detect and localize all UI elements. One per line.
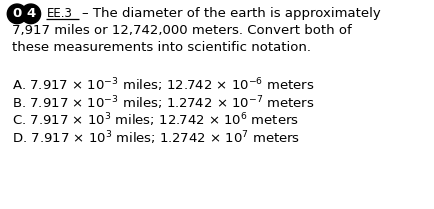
- Text: A. 7.917 $\times$ 10$^{-3}$ miles; 12.742 $\times$ 10$^{-6}$ meters: A. 7.917 $\times$ 10$^{-3}$ miles; 12.74…: [12, 76, 315, 94]
- Text: C. 7.917 $\times$ 10$^{3}$ miles; 12.742 $\times$ 10$^{6}$ meters: C. 7.917 $\times$ 10$^{3}$ miles; 12.742…: [12, 112, 299, 129]
- Text: B. 7.917 $\times$ 10$^{-3}$ miles; 1.2742 $\times$ 10$^{-7}$ meters: B. 7.917 $\times$ 10$^{-3}$ miles; 1.274…: [12, 94, 315, 112]
- Circle shape: [7, 4, 27, 24]
- Text: – The diameter of the earth is approximately: – The diameter of the earth is approxima…: [82, 7, 381, 20]
- Circle shape: [21, 4, 41, 24]
- Text: 7,917 miles or 12,742,000 meters. Convert both of: 7,917 miles or 12,742,000 meters. Conver…: [12, 24, 352, 37]
- Text: EE.3: EE.3: [46, 7, 72, 20]
- Text: 4: 4: [26, 7, 36, 20]
- Text: D. 7.917 $\times$ 10$^{3}$ miles; 1.2742 $\times$ 10$^{7}$ meters: D. 7.917 $\times$ 10$^{3}$ miles; 1.2742…: [12, 130, 300, 147]
- Text: 0: 0: [13, 7, 22, 20]
- Text: these measurements into scientific notation.: these measurements into scientific notat…: [12, 41, 311, 54]
